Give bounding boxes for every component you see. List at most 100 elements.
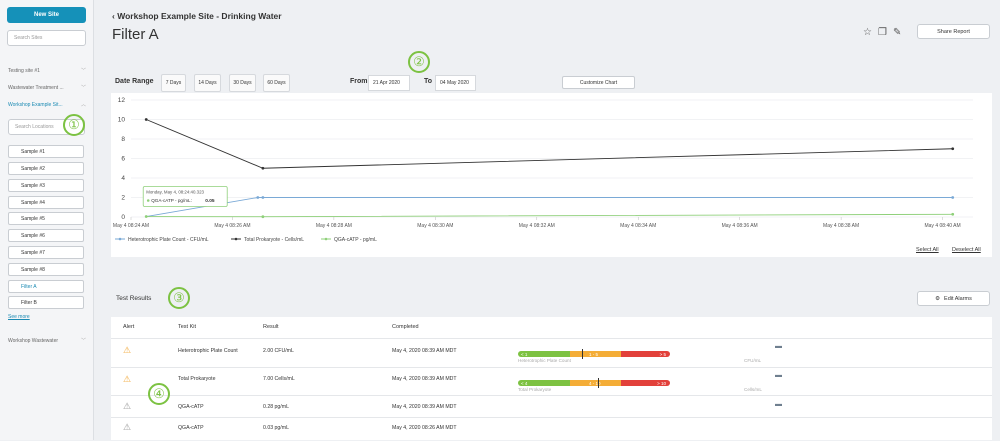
gauge-mid: 4 - 10 xyxy=(570,380,621,386)
main-content: ‹ Workshop Example Site - Drinking Water… xyxy=(94,0,1000,440)
completed-cell: May 4, 2020 08:39 AM MDT xyxy=(392,376,457,382)
table-row[interactable]: ⚠ QGA-cATP 0.03 pg/mL May 4, 2020 08:26 … xyxy=(111,417,992,441)
x-tick-label: May 4 08:30 AM xyxy=(417,223,453,229)
gauge-high: > 5 xyxy=(621,351,670,357)
chart-panel: 12 10 8 6 4 2 0 May 4 08:24 AM May 4 08:26 AM May… xyxy=(111,93,992,257)
site-label: Testing site #1 xyxy=(8,67,40,74)
legend-label: Total Prokaryote - Cells/mL xyxy=(244,237,304,243)
range-14-days-button[interactable]: 14 Days xyxy=(194,74,221,92)
comment-icon[interactable]: ▬ xyxy=(775,343,782,350)
site-item-wastewater-treatment[interactable]: Wastewater Treatment ... ﹀ xyxy=(8,84,86,92)
customize-chart-button[interactable]: Customize Chart xyxy=(562,76,635,89)
column-header-result: Result xyxy=(263,324,279,330)
gauge-high: > 10 xyxy=(621,380,670,386)
annotation-badge-2: ② xyxy=(408,51,430,73)
sample-item[interactable]: Sample #3 xyxy=(8,179,84,192)
table-row[interactable]: ⚠ Heterotrophic Plate Count 2.00 CFU/mL … xyxy=(111,338,992,363)
from-date-input[interactable]: 21 Apr 2020 xyxy=(368,75,410,91)
range-30-days-button[interactable]: 30 Days xyxy=(229,74,256,92)
chevron-up-icon: ︿ xyxy=(80,102,86,108)
legend-label: QGA-cATP - pg/mL xyxy=(334,237,377,243)
sidebar: New Site Search Sites Testing site #1 ﹀ W… xyxy=(0,0,94,440)
completed-cell: May 4, 2020 08:39 AM MDT xyxy=(392,348,457,354)
chevron-down-icon: ﹀ xyxy=(80,85,86,91)
breadcrumb[interactable]: ‹ Workshop Example Site - Drinking Water xyxy=(112,11,282,21)
edit-alarms-label: Edit Alarms xyxy=(944,295,972,302)
edit-alarms-button[interactable]: ⚙ Edit Alarms xyxy=(917,291,990,306)
range-7-days-button[interactable]: 7 Days xyxy=(161,74,186,92)
sample-item[interactable]: Sample #2 xyxy=(8,162,84,175)
see-more-link[interactable]: See more xyxy=(8,314,30,320)
x-tick-label: May 4 08:28 AM xyxy=(316,223,352,229)
data-point xyxy=(256,196,260,199)
tooltip-value: 0.05 xyxy=(205,198,215,204)
table-row[interactable]: ⚠ Total Prokaryote 7.00 Cells/mL May 4, … xyxy=(111,367,992,392)
x-tick-label: May 4 08:24 AM xyxy=(113,223,149,229)
site-item-workshop-wastewater[interactable]: Workshop Wastewater ﹀ xyxy=(8,337,86,345)
sample-item[interactable]: Sample #6 xyxy=(8,229,84,242)
y-tick-label: 8 xyxy=(121,136,125,143)
gauge-low: < 1 xyxy=(518,351,570,357)
share-report-button[interactable]: Share Report xyxy=(917,24,990,39)
series-line xyxy=(146,213,953,218)
tooltip-line: Monday, May 4, 08:24:40.323 xyxy=(146,190,204,195)
sample-item[interactable]: Sample #1 xyxy=(8,145,84,158)
new-site-button[interactable]: New Site xyxy=(7,7,86,23)
deselect-all-link[interactable]: Deselect All xyxy=(952,247,981,253)
x-tick-label: May 4 08:26 AM xyxy=(214,223,250,229)
select-all-link[interactable]: Select All xyxy=(916,247,939,253)
series-line xyxy=(146,197,953,217)
site-label: Wastewater Treatment ... xyxy=(8,84,64,91)
page-title: Filter A xyxy=(112,26,159,43)
search-sites-input[interactable]: Search Sites xyxy=(7,30,86,46)
data-point xyxy=(951,147,955,151)
copy-icon[interactable]: ❐ xyxy=(877,27,887,38)
sample-item[interactable]: Sample #4 xyxy=(8,196,84,209)
x-tick-label: May 4 08:40 AM xyxy=(924,223,960,229)
range-60-days-button[interactable]: 60 Days xyxy=(263,74,290,92)
result-cell: 7.00 Cells/mL xyxy=(263,376,295,382)
sample-item[interactable]: Sample #5 xyxy=(8,212,84,225)
site-item-workshop-example[interactable]: Workshop Example Sit... ︿ xyxy=(8,101,86,109)
range-gauge: < 4 4 - 10 > 10 xyxy=(518,380,670,386)
star-icon[interactable]: ☆ xyxy=(863,27,872,38)
data-point xyxy=(951,196,955,199)
series-line xyxy=(146,119,953,169)
data-point xyxy=(261,215,265,219)
legend-label: Heterotrophic Plate Count - CFU/mL xyxy=(128,237,209,243)
x-tick-label: May 4 08:36 AM xyxy=(722,223,758,229)
y-tick-label: 0 xyxy=(121,214,125,221)
test-kit-cell: Heterotrophic Plate Count xyxy=(178,348,238,354)
sample-item[interactable]: Filter B xyxy=(8,296,84,309)
gauge-unit: Cells/mL xyxy=(744,387,762,392)
date-range-label: Date Range xyxy=(115,78,154,85)
result-cell: 0.28 pg/mL xyxy=(263,404,289,410)
pencil-icon[interactable]: ✎ xyxy=(892,27,902,38)
from-label: From xyxy=(350,78,368,85)
gauge-low: < 4 xyxy=(518,380,570,386)
gauge-name: Total Prokaryote xyxy=(518,387,552,392)
legend-marker xyxy=(324,237,328,241)
site-item-testing[interactable]: Testing site #1 ﹀ xyxy=(8,67,86,75)
data-point xyxy=(144,118,148,121)
y-tick-label: 4 xyxy=(121,175,125,182)
alert-off-icon: ⚠ xyxy=(123,401,132,411)
to-date-input[interactable]: 04 May 2020 xyxy=(435,75,476,91)
tooltip-dot xyxy=(146,199,150,202)
result-cell: 2.00 CFU/mL xyxy=(263,348,294,354)
comment-icon[interactable]: ▬ xyxy=(775,401,782,408)
legend-marker xyxy=(118,237,122,241)
data-point xyxy=(261,166,265,170)
header-icons: ☆ ❐ ✎ xyxy=(863,27,901,38)
table-row[interactable]: ⚠ QGA-cATP 0.28 pg/mL May 4, 2020 08:39 … xyxy=(111,395,992,419)
chevron-down-icon: ﹀ xyxy=(80,68,86,74)
comment-icon[interactable]: ▬ xyxy=(775,372,782,379)
gear-icon: ⚙ xyxy=(935,295,941,302)
column-header-alert: Alert xyxy=(123,324,135,330)
sample-item[interactable]: Sample #7 xyxy=(8,246,84,259)
y-tick-label: 10 xyxy=(118,117,126,124)
sample-item[interactable]: Sample #8 xyxy=(8,263,84,276)
data-point xyxy=(144,215,148,218)
sample-item-filter-a[interactable]: Filter A xyxy=(8,280,84,293)
annotation-badge-4: ④ xyxy=(148,383,170,405)
